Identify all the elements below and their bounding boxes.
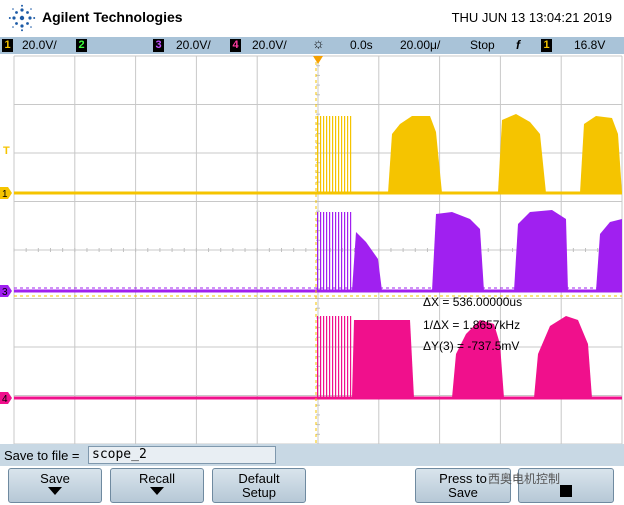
ch3-trace <box>317 212 319 291</box>
ch1-burst <box>498 114 546 193</box>
ch3-number[interactable]: 3 <box>153 39 164 52</box>
ch1-marker-label: 1 <box>2 189 8 200</box>
trig-marker-label: T <box>3 145 10 157</box>
save-softkey[interactable]: Save <box>8 468 102 503</box>
time-scale[interactable]: 20.00μ/ <box>400 38 441 52</box>
default-setup-softkey[interactable]: Default Setup <box>212 468 306 503</box>
ch1-trace <box>320 116 322 193</box>
status-bar: 1 20.0V/ 2 3 20.0V/ 4 20.0V/ ☼ 0.0s 20.0… <box>0 35 624 54</box>
ch4-trace <box>326 316 328 398</box>
ch4-scale[interactable]: 20.0V/ <box>252 38 287 52</box>
ch4-trace <box>338 316 340 398</box>
header: Agilent Technologies THU JUN 13 13:04:21… <box>0 0 624 37</box>
ch4-trace <box>323 316 325 398</box>
ch4-trace <box>335 316 337 398</box>
ch3-trace <box>338 212 340 291</box>
ch1-trace <box>323 116 325 193</box>
brand-name: Agilent Technologies <box>42 9 183 25</box>
ch4-trace <box>332 316 334 398</box>
ch3-trace <box>329 212 331 291</box>
trigger-position-marker <box>313 56 323 64</box>
ch3-trace <box>332 212 334 291</box>
ch1-trace <box>332 116 334 193</box>
ch3-trace <box>341 212 343 291</box>
recall-softkey[interactable]: Recall <box>110 468 204 503</box>
ch4-burst <box>352 320 414 398</box>
ch3-marker-label: 3 <box>2 287 8 298</box>
ch3-trace <box>326 212 328 291</box>
trigger-channel[interactable]: 1 <box>541 39 552 52</box>
ch4-burst <box>534 316 592 398</box>
ch1-trace <box>344 116 346 193</box>
time-offset[interactable]: 0.0s <box>350 38 373 52</box>
ch4-trace <box>341 316 343 398</box>
press-to-save-label-2: Save <box>448 485 478 500</box>
ch3-burst <box>432 212 484 291</box>
ch4-trace <box>350 316 352 398</box>
press-to-save-softkey[interactable]: Press to Save <box>415 468 511 503</box>
ch1-trace <box>317 116 319 193</box>
ch1-trace <box>347 116 349 193</box>
waveform-display[interactable]: 1 T 3 4 ΔX = 536.00000us 1/ΔX = 1.8657kH… <box>0 54 624 444</box>
ch1-ground-marker: 1 <box>0 187 12 200</box>
ch1-burst <box>388 116 442 193</box>
ch3-scale[interactable]: 20.0V/ <box>176 38 211 52</box>
ch3-trace <box>344 212 346 291</box>
ch1-burst <box>580 116 622 193</box>
ch3-burst <box>514 210 568 291</box>
save-to-file-label: Save to file = <box>4 448 80 463</box>
datetime: THU JUN 13 13:04:21 2019 <box>451 10 612 25</box>
down-arrow-icon <box>150 487 164 495</box>
delta-x-readout: ΔX = 536.00000us <box>423 295 522 309</box>
ch1-trace <box>338 116 340 193</box>
ch3-trace <box>320 212 322 291</box>
recall-softkey-label: Recall <box>138 471 176 486</box>
down-arrow-icon <box>48 487 62 495</box>
ch4-marker-label: 4 <box>2 394 8 405</box>
ch3-burst <box>352 232 382 291</box>
ch3-trace <box>335 212 337 291</box>
ch4-burst <box>452 320 504 398</box>
ch1-trace <box>335 116 337 193</box>
ch3-trace <box>323 212 325 291</box>
ch4-trace <box>317 316 319 398</box>
ch1-trace <box>326 116 328 193</box>
delta-y-readout: ΔY(3) = -737.5mV <box>423 339 519 353</box>
traces <box>14 56 622 444</box>
trigger-slope-icon: f <box>516 38 520 52</box>
trigger-level-marker: T <box>3 145 10 157</box>
ch4-number[interactable]: 4 <box>230 39 241 52</box>
agilent-logo-icon <box>8 4 36 32</box>
time-ref-icon: ☼ <box>312 35 325 51</box>
ch3-trace <box>347 212 349 291</box>
filename-field[interactable]: scope_2 <box>88 446 276 464</box>
ch2-number[interactable]: 2 <box>76 39 87 52</box>
default-setup-label-1: Default <box>238 471 280 486</box>
ch1-trace <box>341 116 343 193</box>
waveform-canvas: 1 T 3 4 ΔX = 536.00000us 1/ΔX = 1.8657kH… <box>0 55 623 444</box>
stop-square-icon <box>560 485 572 497</box>
ch1-scale[interactable]: 20.0V/ <box>22 38 57 52</box>
save-to-file-bar: Save to file = scope_2 <box>0 444 624 466</box>
ch4-trace <box>347 316 349 398</box>
ch1-trace <box>329 116 331 193</box>
inverse-delta-x-readout: 1/ΔX = 1.8657kHz <box>423 318 520 332</box>
ch4-trace <box>344 316 346 398</box>
run-state[interactable]: Stop <box>470 38 495 52</box>
ch4-trace <box>329 316 331 398</box>
default-setup-label-2: Setup <box>242 485 276 500</box>
ch4-trace <box>320 316 322 398</box>
softkey-bar: Save Recall Default Setup Press to Save <box>0 466 624 505</box>
ch3-ground-marker: 3 <box>0 285 12 298</box>
watermark-text: 西奥电机控制 <box>488 472 561 486</box>
ch3-burst <box>596 219 622 291</box>
ch1-number[interactable]: 1 <box>2 39 13 52</box>
save-softkey-label: Save <box>40 471 70 486</box>
trigger-level[interactable]: 16.8V <box>574 38 606 52</box>
ch4-ground-marker: 4 <box>0 392 12 405</box>
ch3-trace <box>350 212 352 291</box>
ch1-trace <box>350 116 352 193</box>
press-to-save-label-1: Press to <box>439 471 487 486</box>
